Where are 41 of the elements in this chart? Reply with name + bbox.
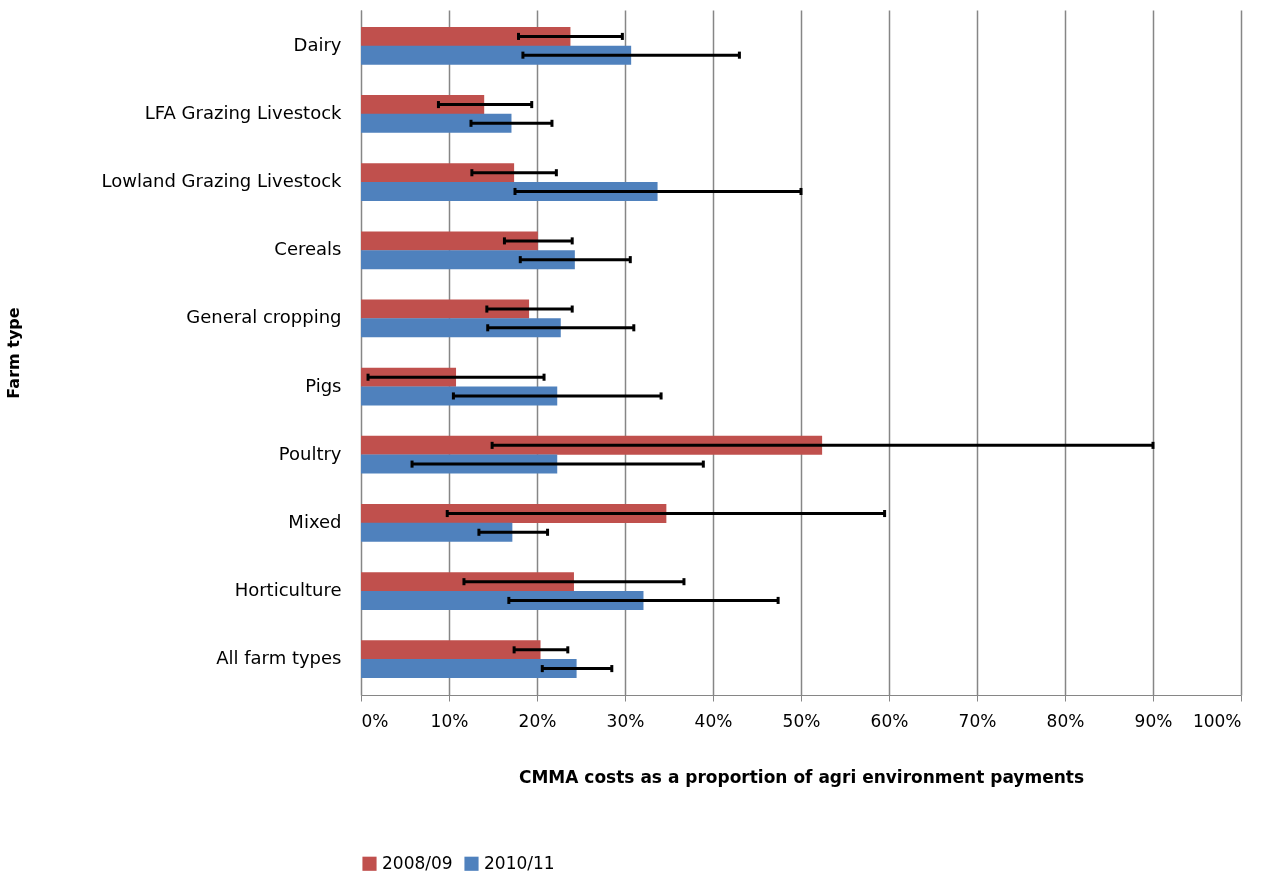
bar	[361, 95, 485, 115]
x-tick-label: 50%	[782, 710, 821, 731]
y-tick-label: Pigs	[305, 374, 342, 396]
bar	[361, 572, 574, 592]
bar	[361, 181, 658, 201]
bar	[361, 250, 575, 270]
bar	[361, 386, 558, 406]
bar	[361, 231, 538, 251]
x-tick-label: 90%	[1134, 710, 1173, 731]
bar	[361, 590, 644, 610]
bar	[361, 163, 515, 183]
bar	[361, 45, 632, 65]
bar	[361, 522, 513, 542]
legend-label: 2008/09	[382, 852, 453, 873]
x-tick-label: 70%	[958, 710, 997, 731]
bar	[361, 299, 530, 319]
x-tick-label: 20%	[518, 710, 557, 731]
y-tick-label: All farm types	[216, 647, 342, 669]
x-tick-label: 30%	[606, 710, 645, 731]
x-tick-label: 80%	[1046, 710, 1085, 731]
bar	[361, 640, 541, 660]
y-tick-label: Cereals	[274, 238, 342, 260]
y-tick-label: LFA Grazing Livestock	[144, 101, 343, 123]
y-tick-label: Poultry	[278, 442, 342, 464]
y-tick-label: General cropping	[186, 306, 342, 328]
x-tick-label: 100%	[1192, 710, 1242, 731]
y-tick-label: Horticulture	[234, 579, 342, 601]
bar	[361, 26, 571, 46]
bar	[361, 113, 512, 133]
bar	[361, 318, 561, 338]
legend-label: 2010/11	[484, 852, 555, 873]
y-axis-title: Farm type	[3, 307, 23, 399]
x-tick-label: 40%	[694, 710, 733, 731]
y-tick-label: Dairy	[293, 33, 342, 55]
x-tick-label: 60%	[870, 710, 909, 731]
y-tick-label: Mixed	[288, 510, 342, 532]
x-tick-label: 10%	[430, 710, 469, 731]
y-tick-label: Lowland Grazing Livestock	[101, 170, 343, 192]
x-tick-label: 0%	[361, 710, 389, 731]
bar	[361, 659, 577, 679]
x-axis-title: CMMA costs as a proportion of agri environment payments	[518, 766, 1085, 787]
